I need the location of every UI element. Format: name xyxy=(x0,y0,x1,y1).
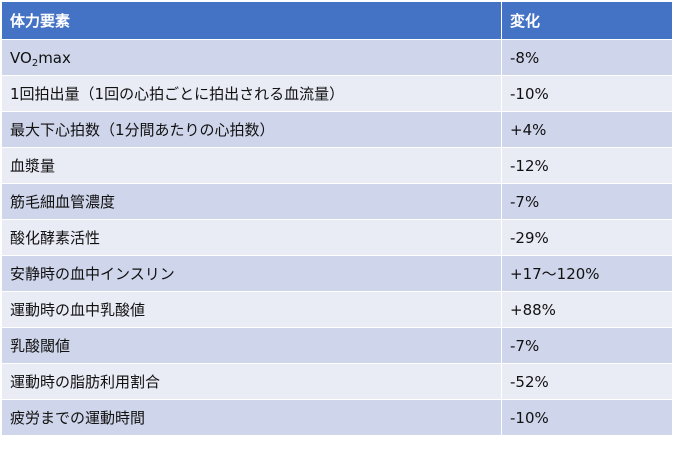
table-row: 乳酸閾値 -7% xyxy=(1,327,673,364)
factor-subscript: 2 xyxy=(31,57,39,69)
factor-cell: VO2max xyxy=(1,39,502,76)
change-cell: -52% xyxy=(501,363,673,400)
factor-cell: 乳酸閾値 xyxy=(1,327,502,364)
factor-cell: 疲労までの運動時間 xyxy=(1,399,502,436)
factor-cell: 酸化酵素活性 xyxy=(1,219,502,256)
table-row: 運動時の血中乳酸値 +88% xyxy=(1,291,673,328)
change-cell: -7% xyxy=(501,327,673,364)
change-cell: -7% xyxy=(501,183,673,220)
table-row: 安静時の血中インスリン +17〜120% xyxy=(1,255,673,292)
factor-prefix: VO xyxy=(10,48,32,67)
change-cell: +88% xyxy=(501,291,673,328)
detraining-effects-table: 体力要素 変化 VO2max -8% 1回拍出量（1回の心拍ごとに拍出される血流… xyxy=(1,1,673,436)
change-cell: +4% xyxy=(501,111,673,148)
change-cell: -10% xyxy=(501,399,673,436)
factor-suffix: max xyxy=(38,48,71,67)
table-row: 疲労までの運動時間 -10% xyxy=(1,399,673,436)
factor-cell: 1回拍出量（1回の心拍ごとに拍出される血流量） xyxy=(1,75,502,112)
factor-cell: 安静時の血中インスリン xyxy=(1,255,502,292)
factor-cell: 血漿量 xyxy=(1,147,502,184)
table-row: 筋毛細血管濃度 -7% xyxy=(1,183,673,220)
change-cell: -12% xyxy=(501,147,673,184)
factor-cell: 運動時の脂肪利用割合 xyxy=(1,363,502,400)
table-row: 血漿量 -12% xyxy=(1,147,673,184)
factor-cell: 最大下心拍数（1分間あたりの心拍数） xyxy=(1,111,502,148)
table-row: 最大下心拍数（1分間あたりの心拍数） +4% xyxy=(1,111,673,148)
table-row: 酸化酵素活性 -29% xyxy=(1,219,673,256)
factor-cell: 筋毛細血管濃度 xyxy=(1,183,502,220)
table-header-row: 体力要素 変化 xyxy=(1,1,673,40)
header-change: 変化 xyxy=(501,1,673,40)
detraining-table-container: 体力要素 変化 VO2max -8% 1回拍出量（1回の心拍ごとに拍出される血流… xyxy=(1,1,673,436)
change-cell: -8% xyxy=(501,39,673,76)
factor-cell: 運動時の血中乳酸値 xyxy=(1,291,502,328)
header-fitness-factor: 体力要素 xyxy=(1,1,502,40)
change-cell: -29% xyxy=(501,219,673,256)
table-row: 1回拍出量（1回の心拍ごとに拍出される血流量） -10% xyxy=(1,75,673,112)
table-row: VO2max -8% xyxy=(1,39,673,76)
change-cell: -10% xyxy=(501,75,673,112)
change-cell: +17〜120% xyxy=(501,255,673,292)
table-row: 運動時の脂肪利用割合 -52% xyxy=(1,363,673,400)
